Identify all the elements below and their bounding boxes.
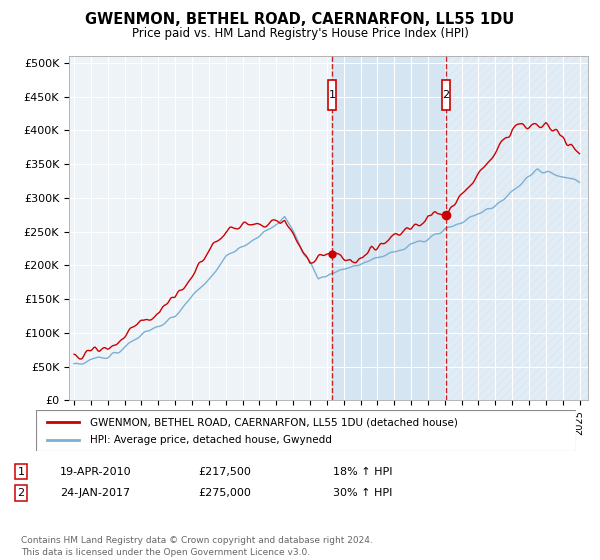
Text: 24-JAN-2017: 24-JAN-2017	[60, 488, 130, 498]
Bar	[332, 56, 446, 400]
Bar	[446, 56, 588, 400]
Bar	[442, 80, 450, 110]
Text: GWENMON, BETHEL ROAD, CAERNARFON, LL55 1DU (detached house): GWENMON, BETHEL ROAD, CAERNARFON, LL55 1…	[90, 418, 458, 428]
Text: 2: 2	[442, 90, 449, 100]
Text: 18% ↑ HPI: 18% ↑ HPI	[333, 466, 392, 477]
Text: 30% ↑ HPI: 30% ↑ HPI	[333, 488, 392, 498]
Bar	[328, 80, 336, 110]
Text: Price paid vs. HM Land Registry's House Price Index (HPI): Price paid vs. HM Land Registry's House …	[131, 27, 469, 40]
Text: 2: 2	[17, 488, 25, 498]
Text: GWENMON, BETHEL ROAD, CAERNARFON, LL55 1DU: GWENMON, BETHEL ROAD, CAERNARFON, LL55 1…	[85, 12, 515, 27]
Text: £275,000: £275,000	[198, 488, 251, 498]
Text: 19-APR-2010: 19-APR-2010	[60, 466, 131, 477]
Text: 1: 1	[17, 466, 25, 477]
Text: HPI: Average price, detached house, Gwynedd: HPI: Average price, detached house, Gwyn…	[90, 435, 332, 445]
Text: 1: 1	[328, 90, 335, 100]
Text: £217,500: £217,500	[198, 466, 251, 477]
Text: Contains HM Land Registry data © Crown copyright and database right 2024.
This d: Contains HM Land Registry data © Crown c…	[21, 536, 373, 557]
